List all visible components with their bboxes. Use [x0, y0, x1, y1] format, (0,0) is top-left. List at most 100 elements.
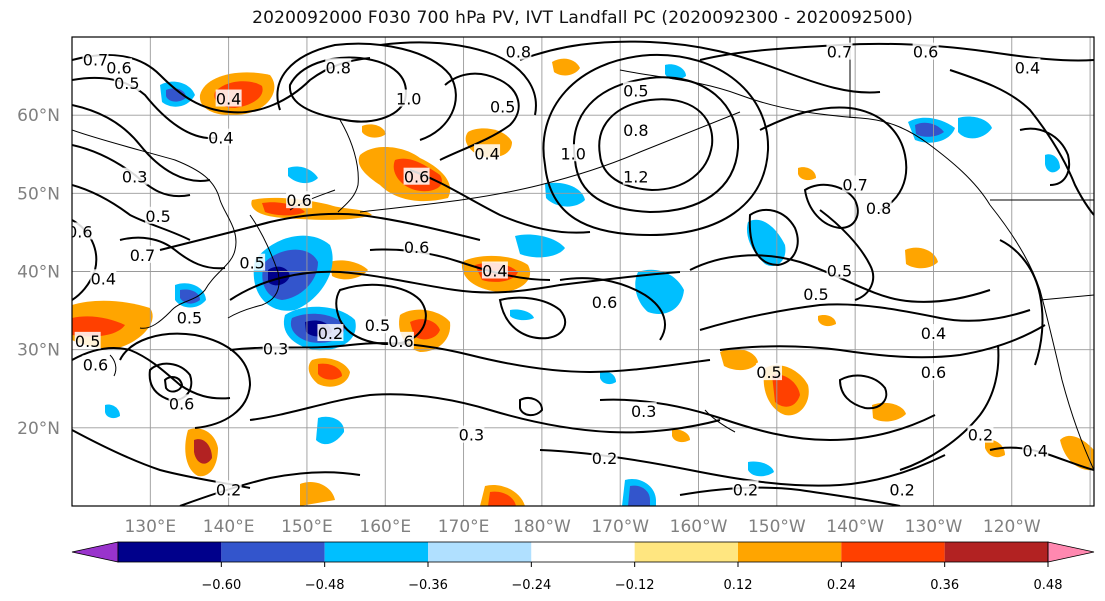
contour-label: 0.2 [733, 480, 758, 499]
positive-anomaly-patch [872, 402, 906, 422]
pv-contour [519, 40, 881, 94]
colorbar-tick-label: 0.48 [1034, 578, 1063, 593]
latitude-label: 60°N [17, 106, 60, 126]
contour-label: 0.6 [404, 238, 429, 257]
contour-label-bg [842, 175, 869, 193]
pv-contour [819, 209, 875, 301]
pv-contour [719, 324, 1046, 359]
longitude-label: 170°E [438, 517, 490, 537]
contour-label-bg [755, 363, 782, 381]
contour-label: 0.5 [803, 285, 828, 304]
contour-label: 0.8 [866, 199, 891, 218]
latitude-label: 50°N [17, 184, 60, 204]
contour-label: 0.5 [365, 316, 390, 335]
pv-contour [72, 104, 211, 182]
longitude-label: 130°W [905, 517, 963, 537]
pv-contour [439, 72, 520, 161]
contour-label-bg [622, 120, 649, 138]
negative-anomaly-patch [316, 416, 345, 445]
contour-label: 1.0 [396, 90, 421, 109]
contour-label-bg [74, 331, 101, 349]
colorbar-tick-label: −0.36 [408, 578, 448, 593]
contour-label-bg [560, 144, 587, 162]
contour-label-bg [591, 449, 618, 467]
pv-contour [159, 212, 481, 251]
contour-label-bg [207, 128, 234, 146]
contour-label: 0.5 [239, 254, 264, 273]
contour-label: 0.4 [91, 269, 116, 288]
pv-contour [1019, 127, 1070, 186]
pv-contour [498, 296, 567, 340]
colorbar-tick-label: 0.36 [930, 578, 959, 593]
longitude-label: 120°W [983, 517, 1041, 537]
positive-anomaly-patch [798, 167, 816, 181]
negative-anomaly-patch [545, 182, 585, 207]
contour-label-bg [458, 425, 485, 443]
colorbar-segment [531, 542, 635, 562]
longitude-label: 150°W [748, 517, 806, 537]
pv-contour [369, 248, 551, 281]
positive-anomaly-patch [362, 124, 386, 138]
contour-label: 0.8 [506, 43, 531, 62]
negative-anomaly-patch [600, 371, 616, 385]
contour-label: 0.8 [623, 121, 648, 140]
contour-label: 0.3 [263, 340, 288, 359]
colorbar-segment [634, 542, 738, 562]
pv-contour [572, 76, 740, 214]
contour-label: 1.0 [560, 144, 585, 163]
contour-label: 0.2 [968, 426, 993, 445]
colorbar-segment [428, 542, 532, 562]
coastline-north-america [989, 204, 1094, 471]
negative-anomaly-patch [748, 461, 774, 477]
coastline-japan [227, 214, 280, 319]
pv-contour [119, 332, 252, 429]
contour-label: 0.4 [216, 90, 241, 109]
longitude-label: 170°W [591, 517, 649, 537]
coastline-kamchatka [337, 119, 359, 213]
coastline-aleutians [359, 111, 741, 213]
contour-label-bg [474, 144, 501, 162]
positive-anomaly-patch [262, 202, 305, 216]
anomaly-shading [72, 58, 1094, 506]
negative-anomaly-patch [510, 309, 534, 321]
contour-label-bg [967, 425, 994, 443]
positive-anomaly-patch [72, 316, 125, 337]
pv-contour [72, 76, 216, 140]
positive-anomaly-patch [772, 374, 800, 407]
contour-label-bg [113, 73, 140, 91]
negative-anomaly-patch [105, 404, 120, 419]
colorbar-outline [117, 541, 1049, 563]
longitude-label: 140°W [826, 517, 884, 537]
positive-anomaly-patch [488, 491, 516, 506]
contour-label-bg [364, 316, 391, 334]
latitude-labels: 60°N 50°N 40°N 30°N 20°N [17, 106, 60, 439]
contour-label-bg [622, 81, 649, 99]
contour-label-bg [920, 324, 947, 342]
contour-label: 0.2 [889, 480, 914, 499]
contour-label-bg [262, 339, 289, 357]
contour-label-bg [395, 89, 422, 107]
contour-label: 0.5 [177, 308, 202, 327]
negative-anomaly-patch [915, 122, 944, 137]
longitude-labels: 130°E 140°E 150°E 160°E 170°E 180°W 170°W 160°W… [124, 517, 1040, 537]
contour-label: 0.7 [827, 43, 852, 62]
map-border [71, 36, 1095, 507]
contour-label: 0.6 [106, 58, 131, 77]
pv-contour [899, 344, 1000, 471]
contour-label-bg [82, 355, 109, 373]
contour-label: 0.4 [921, 324, 946, 343]
contour-label-bg [129, 245, 156, 263]
positive-anomaly-patch [672, 429, 690, 443]
contour-label-bg [239, 253, 266, 271]
colorbar-tick-label: 0.12 [724, 578, 753, 593]
contour-label: 0.3 [631, 402, 656, 421]
pv-contour [409, 169, 591, 234]
contour-labels: 0.70.60.50.81.00.40.40.3 0.60.60.50.60.7 0… [72, 42, 1049, 499]
contour-label: 0.6 [913, 43, 938, 62]
negative-anomaly-patch [515, 234, 565, 258]
contour-label-bg [82, 50, 109, 68]
latitude-label: 40°N [17, 263, 60, 283]
pv-contour [148, 362, 193, 402]
contour-label-bg [121, 167, 148, 185]
